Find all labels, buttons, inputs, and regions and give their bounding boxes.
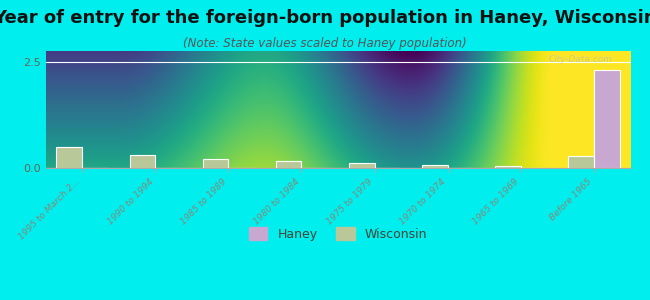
Bar (495, 166, 521, 168)
Bar (276, 161, 302, 168)
Bar (422, 165, 448, 168)
Bar (203, 159, 228, 168)
Bar (57, 147, 82, 168)
Text: (Note: State values scaled to Haney population): (Note: State values scaled to Haney popu… (183, 38, 467, 50)
Bar (568, 156, 594, 168)
Text: City-Data.com: City-Data.com (549, 55, 613, 64)
Text: Year of entry for the foreign-born population in Haney, Wisconsin: Year of entry for the foreign-born popul… (0, 9, 650, 27)
Bar (129, 155, 155, 168)
Bar (594, 70, 619, 168)
Legend: Haney, Wisconsin: Haney, Wisconsin (244, 222, 432, 246)
Bar (349, 163, 374, 168)
